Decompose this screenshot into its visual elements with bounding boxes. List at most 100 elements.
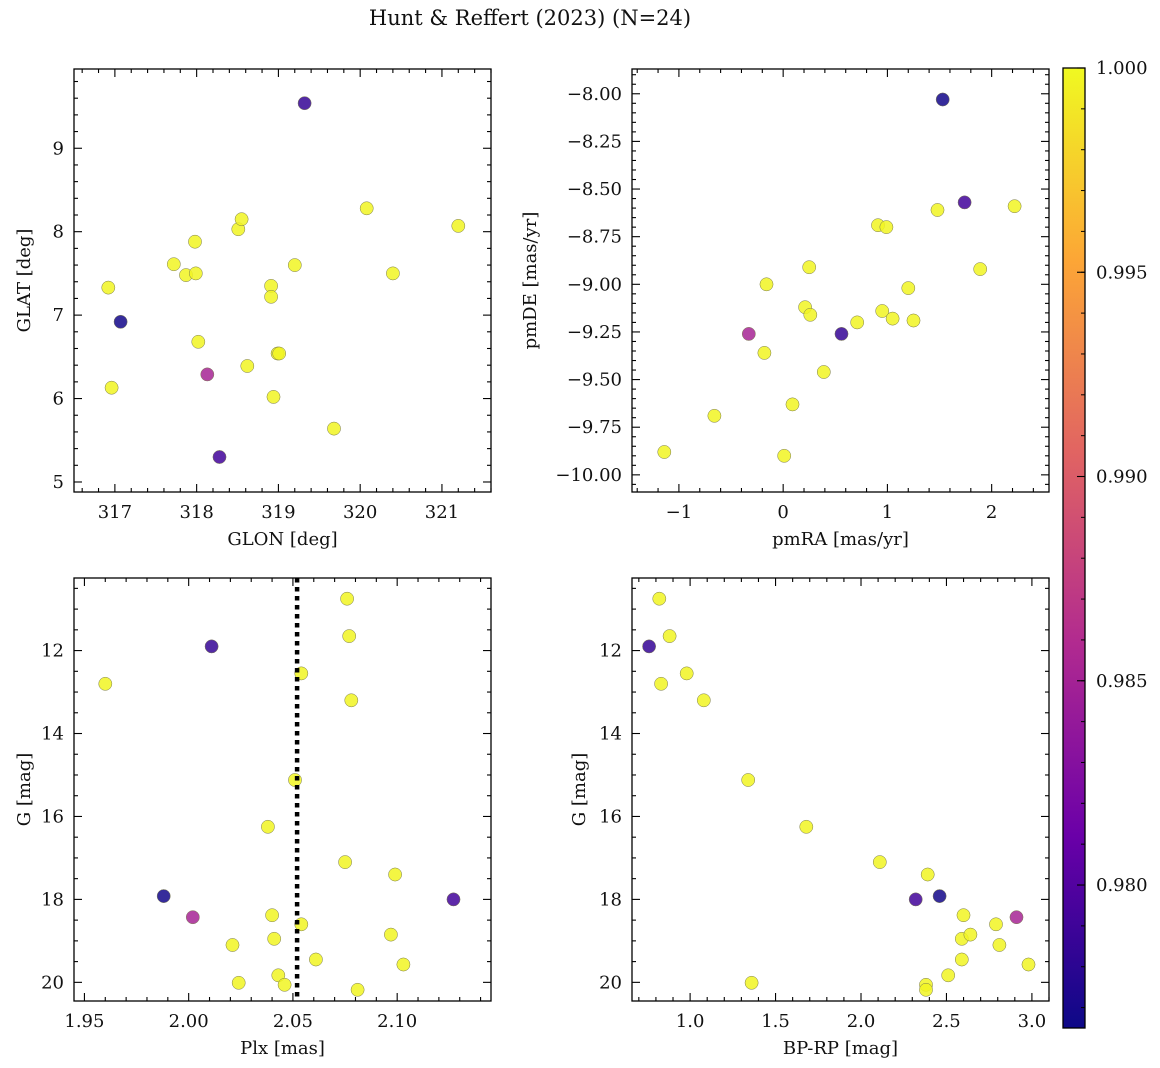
data-point[interactable] [954, 952, 969, 967]
y-tick-label: −9.00 [567, 274, 622, 295]
data-point[interactable] [101, 280, 116, 295]
data-point[interactable] [906, 313, 921, 328]
data-point[interactable] [850, 315, 865, 330]
scatter-points [642, 591, 1036, 997]
data-point[interactable] [930, 203, 945, 217]
scatter-points [98, 591, 461, 997]
data-point[interactable] [679, 666, 694, 681]
data-point[interactable] [662, 629, 677, 643]
data-point[interactable] [973, 262, 988, 276]
data-point[interactable] [446, 892, 461, 907]
data-point[interactable] [451, 219, 466, 233]
data-point[interactable] [1007, 199, 1022, 214]
data-point[interactable] [920, 867, 935, 882]
data-point[interactable] [212, 450, 227, 464]
data-point[interactable] [386, 266, 400, 281]
data-point[interactable] [785, 397, 800, 412]
data-point[interactable] [803, 307, 818, 322]
data-point[interactable] [935, 92, 950, 107]
data-point[interactable] [989, 917, 1003, 932]
data-point[interactable] [204, 639, 219, 654]
axis-ticks [74, 578, 491, 1001]
data-point[interactable] [816, 365, 831, 379]
data-point[interactable] [309, 952, 323, 967]
data-point[interactable] [384, 927, 398, 942]
data-point[interactable] [657, 445, 672, 459]
data-point[interactable] [191, 334, 206, 349]
colorbar: 1.000 0.995 0.990 0.985 0.980 [1062, 58, 1148, 1029]
data-point[interactable] [188, 266, 203, 281]
data-point[interactable] [267, 931, 282, 946]
data-point[interactable] [777, 448, 792, 463]
data-point[interactable] [741, 327, 756, 341]
data-point[interactable] [287, 258, 302, 272]
data-point[interactable] [799, 819, 814, 834]
data-point[interactable] [264, 289, 278, 304]
data-point[interactable] [744, 975, 759, 990]
data-point[interactable] [652, 591, 667, 606]
data-point[interactable] [98, 676, 113, 691]
data-point[interactable] [344, 693, 359, 708]
data-point[interactable] [200, 367, 215, 382]
data-point[interactable] [342, 629, 357, 643]
data-point[interactable] [956, 908, 971, 923]
x-tick-label: 3.0 [1018, 1011, 1047, 1032]
x-tick-label: 2 [986, 502, 997, 523]
data-point[interactable] [266, 390, 281, 404]
data-point[interactable] [1021, 957, 1036, 972]
data-point[interactable] [992, 938, 1007, 952]
data-point[interactable] [188, 234, 202, 249]
data-point[interactable] [932, 889, 947, 903]
data-point[interactable] [359, 201, 374, 216]
data-point[interactable] [396, 957, 411, 972]
data-point[interactable] [872, 855, 887, 869]
data-point[interactable] [388, 867, 402, 882]
data-point[interactable] [104, 380, 119, 395]
data-point[interactable] [901, 281, 916, 295]
data-point[interactable] [957, 195, 972, 210]
data-point[interactable] [338, 855, 352, 869]
data-point[interactable] [166, 257, 181, 272]
y-tick-label: 20 [41, 972, 64, 993]
data-point[interactable] [297, 96, 312, 111]
data-point[interactable] [240, 359, 255, 373]
data-point[interactable] [696, 693, 711, 708]
data-point[interactable] [340, 591, 354, 606]
data-point[interactable] [185, 910, 200, 925]
data-point[interactable] [156, 889, 171, 903]
data-point[interactable] [963, 927, 978, 942]
data-point[interactable] [941, 968, 956, 983]
data-point[interactable] [919, 982, 933, 997]
data-point[interactable] [277, 977, 292, 992]
x-tick-label: 2.10 [377, 1011, 417, 1032]
x-tick-label: 2.05 [273, 1011, 313, 1032]
data-point[interactable] [271, 968, 286, 983]
data-point[interactable] [802, 260, 817, 275]
data-point[interactable] [642, 639, 656, 654]
data-point[interactable] [908, 892, 923, 907]
data-point[interactable] [265, 908, 279, 923]
axis-ticks [632, 69, 1049, 492]
data-point[interactable] [327, 421, 341, 436]
data-point[interactable] [834, 327, 849, 341]
data-point[interactable] [757, 346, 772, 360]
data-point[interactable] [654, 676, 668, 691]
data-point[interactable] [261, 819, 275, 834]
data-point[interactable] [350, 982, 365, 997]
y-axis-label: pmDE [mas/yr] [520, 212, 541, 350]
data-point[interactable] [1009, 910, 1024, 925]
data-point[interactable] [231, 975, 246, 990]
data-point[interactable] [234, 212, 249, 227]
data-point[interactable] [885, 311, 900, 326]
data-point[interactable] [272, 346, 287, 361]
data-point[interactable] [707, 408, 722, 423]
data-point[interactable] [875, 304, 890, 318]
data-point[interactable] [225, 938, 240, 952]
data-point[interactable] [113, 314, 128, 329]
colorbar-tick-label: 0.995 [1096, 262, 1148, 283]
data-point[interactable] [759, 277, 774, 292]
y-tick-label: −9.75 [567, 417, 622, 438]
data-point[interactable] [741, 773, 756, 787]
data-point[interactable] [879, 220, 894, 234]
